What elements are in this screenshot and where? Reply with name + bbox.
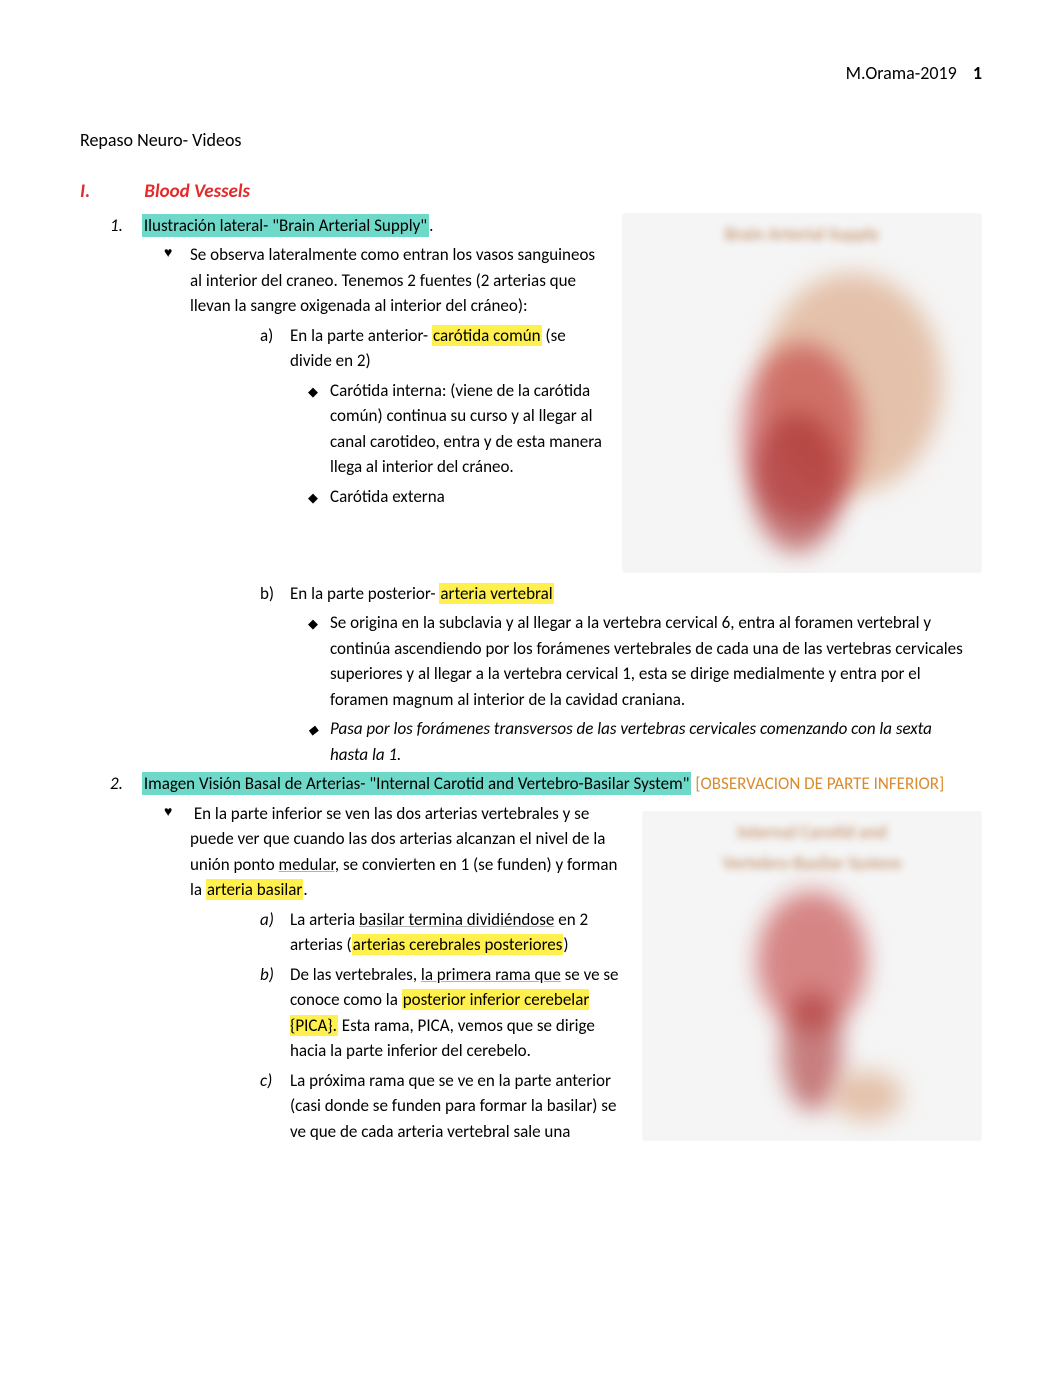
item-1-title: Ilustración lateral- "Brain Arterial Sup… xyxy=(142,214,429,237)
heart-item: Se observa lateralmente como entran los … xyxy=(190,242,690,319)
diamond-item: Carótida interna: (viene de la carótida … xyxy=(330,378,650,480)
item-number: 1. xyxy=(110,213,138,239)
figure-2: Internal Carotid and Vertebro-Basilar Sy… xyxy=(642,801,982,1141)
item-2-alpha: a)La arteria basilar termina dividiéndos… xyxy=(260,907,690,1145)
alpha-b: b)En la parte posterior- arteria vertebr… xyxy=(260,581,982,607)
figure-2-title-2: Vertebro-Basilar System xyxy=(642,850,982,881)
figure-2-image: Internal Carotid and Vertebro-Basilar Sy… xyxy=(642,811,982,1141)
figure-1-title: Brain Arterial Supply xyxy=(622,213,982,252)
section-heading: I. Blood Vessels xyxy=(80,178,982,207)
diamond-item: Carótida externa xyxy=(330,484,650,510)
section-roman: I. xyxy=(80,178,140,207)
page-header: M.Orama-2019 1 xyxy=(80,60,982,87)
alpha-a: a)En la parte anterior- carótida común (… xyxy=(260,323,620,374)
alpha-b: b)De las vertebrales, la primera rama qu… xyxy=(260,962,690,1064)
item-2-title: Imagen Visión Basal de Arterias- "Intern… xyxy=(142,772,692,795)
item-1-b-diamonds: Se origina en la subclavia y al llegar a… xyxy=(330,610,970,767)
figure-1: Brain Arterial Supply xyxy=(622,213,982,573)
item-1-hearts: Se observa lateralmente como entran los … xyxy=(190,242,690,319)
item-number: 2. xyxy=(110,771,138,797)
list-item-2: 2. Imagen Visión Basal de Arterias- "Int… xyxy=(110,771,982,797)
item-1-a-diamonds: Carótida interna: (viene de la carótida … xyxy=(330,378,650,510)
figure-1-image: Brain Arterial Supply xyxy=(622,213,982,573)
item-1-alpha-b: b)En la parte posterior- arteria vertebr… xyxy=(260,581,982,607)
doc-title: Repaso Neuro- Videos xyxy=(80,127,982,154)
diamond-item: Se origina en la subclavia y al llegar a… xyxy=(330,610,970,712)
figure-2-title-1: Internal Carotid and xyxy=(642,811,982,850)
item-2-note: [OBSERVACION DE PARTE INFERIOR] xyxy=(691,773,944,794)
author-year: M.Orama-2019 xyxy=(846,62,957,84)
alpha-a: a)La arteria basilar termina dividiéndos… xyxy=(260,907,690,958)
section-title: Blood Vessels xyxy=(144,180,250,203)
alpha-c: c)La próxima rama que se ve en la parte … xyxy=(260,1068,690,1145)
diamond-item: Pasa por los forámenes transversos de la… xyxy=(330,716,970,767)
page-number: 1 xyxy=(973,62,982,84)
